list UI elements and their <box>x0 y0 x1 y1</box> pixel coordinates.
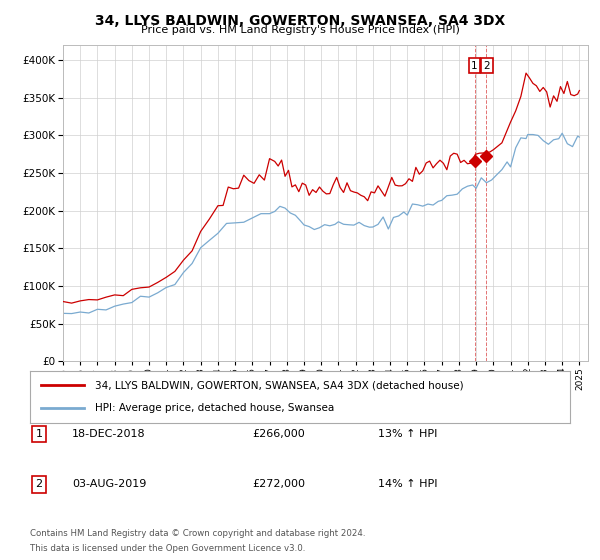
Text: 18-DEC-2018: 18-DEC-2018 <box>72 429 146 439</box>
Text: Contains HM Land Registry data © Crown copyright and database right 2024.: Contains HM Land Registry data © Crown c… <box>30 529 365 538</box>
Text: 13% ↑ HPI: 13% ↑ HPI <box>378 429 437 439</box>
Text: 1: 1 <box>35 429 43 439</box>
Text: 34, LLYS BALDWIN, GOWERTON, SWANSEA, SA4 3DX (detached house): 34, LLYS BALDWIN, GOWERTON, SWANSEA, SA4… <box>95 380 463 390</box>
Text: 14% ↑ HPI: 14% ↑ HPI <box>378 479 437 489</box>
Text: 1: 1 <box>471 61 478 71</box>
Text: £272,000: £272,000 <box>252 479 305 489</box>
Text: This data is licensed under the Open Government Licence v3.0.: This data is licensed under the Open Gov… <box>30 544 305 553</box>
Text: 34, LLYS BALDWIN, GOWERTON, SWANSEA, SA4 3DX: 34, LLYS BALDWIN, GOWERTON, SWANSEA, SA4… <box>95 14 505 28</box>
Text: HPI: Average price, detached house, Swansea: HPI: Average price, detached house, Swan… <box>95 403 334 413</box>
Text: £266,000: £266,000 <box>252 429 305 439</box>
Text: 03-AUG-2019: 03-AUG-2019 <box>72 479 146 489</box>
Text: Price paid vs. HM Land Registry's House Price Index (HPI): Price paid vs. HM Land Registry's House … <box>140 25 460 35</box>
Text: 2: 2 <box>35 479 43 489</box>
Text: 2: 2 <box>484 61 490 71</box>
